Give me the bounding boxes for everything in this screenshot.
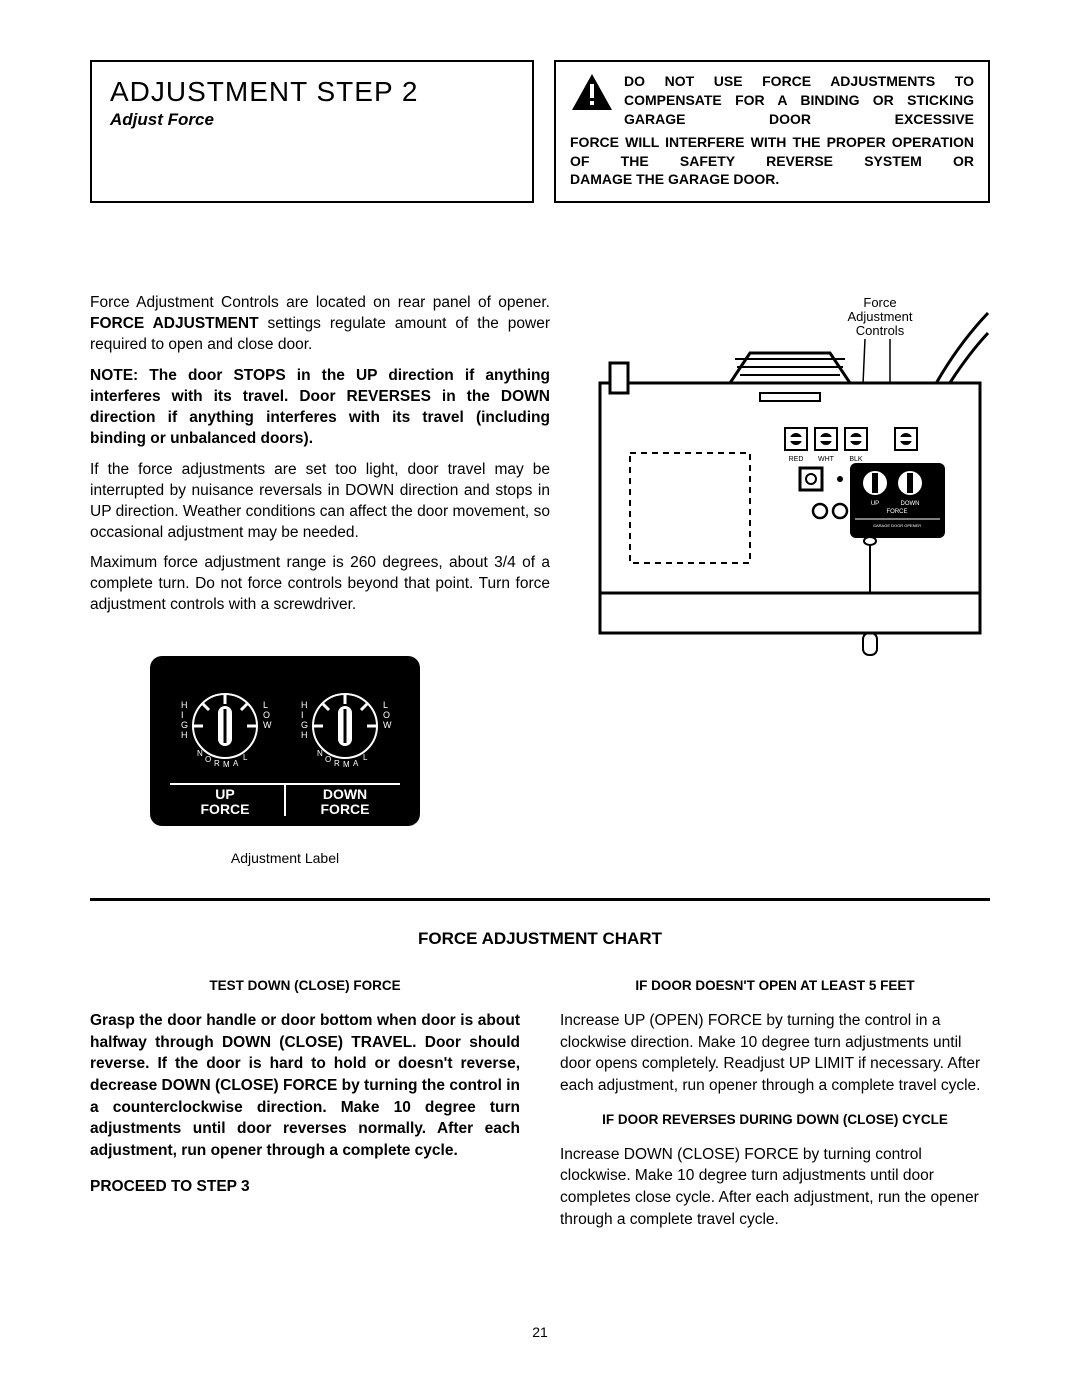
body-p1: Force Adjustment Controls are located on…: [90, 293, 550, 356]
svg-text:H: H: [301, 730, 308, 740]
svg-text:RED: RED: [789, 456, 804, 463]
svg-text:I: I: [181, 710, 184, 720]
chart-right-heading1: IF DOOR DOESN'T OPEN AT LEAST 5 FEET: [560, 977, 990, 996]
svg-text:W: W: [383, 720, 392, 730]
svg-text:N: N: [317, 749, 323, 758]
chart-left: TEST DOWN (CLOSE) FORCE Grasp the door h…: [90, 977, 520, 1244]
warning-text-3: DAMAGE THE GARAGE DOOR.: [570, 170, 974, 189]
svg-text:O: O: [383, 710, 390, 720]
svg-text:H: H: [301, 700, 308, 710]
diagram-caption: Adjustment Label: [150, 849, 420, 868]
svg-text:R: R: [214, 759, 220, 768]
chart-right-heading2: IF DOOR REVERSES DURING DOWN (CLOSE) CYC…: [560, 1111, 990, 1130]
svg-text:Adjustment: Adjustment: [847, 309, 912, 324]
svg-text:A: A: [233, 759, 239, 768]
step-title: ADJUSTMENT STEP 2: [110, 76, 514, 108]
svg-text:UP: UP: [871, 501, 879, 507]
svg-text:G: G: [301, 720, 308, 730]
svg-text:UP: UP: [215, 786, 234, 802]
diagram-label-1: Force: [863, 295, 896, 310]
svg-text:FORCE: FORCE: [201, 801, 250, 817]
warning-icon: [570, 72, 614, 117]
body-note: NOTE: The door STOPS in the UP direction…: [90, 366, 550, 450]
svg-text:BLK: BLK: [849, 456, 863, 463]
svg-text:N: N: [197, 749, 203, 758]
step-subtitle: Adjust Force: [110, 110, 514, 130]
header-row: ADJUSTMENT STEP 2 Adjust Force DO NOT US…: [90, 60, 990, 203]
svg-text:DOWN: DOWN: [901, 501, 920, 507]
svg-text:L: L: [243, 753, 248, 762]
body-text: Force Adjustment Controls are located on…: [90, 293, 550, 868]
svg-text:H: H: [181, 730, 188, 740]
proceed-text: PROCEED TO STEP 3: [90, 1176, 520, 1198]
svg-text:L: L: [383, 700, 388, 710]
svg-text:M: M: [343, 760, 350, 769]
svg-text:W: W: [263, 720, 272, 730]
chart-columns: TEST DOWN (CLOSE) FORCE Grasp the door h…: [90, 977, 990, 1244]
svg-text:G: G: [181, 720, 188, 730]
svg-text:GARAGE DOOR OPENER: GARAGE DOOR OPENER: [873, 523, 921, 528]
svg-text:L: L: [363, 753, 368, 762]
divider: [90, 898, 990, 901]
chart-left-body: Grasp the door handle or door bottom whe…: [90, 1010, 520, 1162]
svg-text:WHT: WHT: [818, 456, 835, 463]
page-number: 21: [90, 1324, 990, 1340]
svg-text:O: O: [263, 710, 270, 720]
svg-text:O: O: [325, 755, 331, 764]
svg-text:H: H: [181, 700, 188, 710]
opener-diagram: Force Adjustment Controls: [590, 293, 990, 868]
svg-text:FORCE: FORCE: [321, 801, 370, 817]
svg-text:DOWN: DOWN: [323, 786, 367, 802]
chart-right-body1: Increase UP (OPEN) FORCE by turning the …: [560, 1010, 990, 1097]
svg-text:I: I: [301, 710, 304, 720]
warning-text-1: DO NOT USE FORCE ADJUSTMENTS TO COMPENSA…: [624, 72, 974, 129]
svg-text:Controls: Controls: [856, 323, 905, 338]
svg-text:L: L: [263, 700, 268, 710]
content-row: Force Adjustment Controls are located on…: [90, 293, 990, 868]
svg-text:M: M: [223, 760, 230, 769]
body-p3: If the force adjustments are set too lig…: [90, 460, 550, 544]
chart-title: FORCE ADJUSTMENT CHART: [90, 929, 990, 949]
body-p4: Maximum force adjustment range is 260 de…: [90, 553, 550, 616]
chart-left-heading: TEST DOWN (CLOSE) FORCE: [90, 977, 520, 996]
svg-text:FORCE: FORCE: [887, 509, 908, 515]
warning-box: DO NOT USE FORCE ADJUSTMENTS TO COMPENSA…: [554, 60, 990, 203]
title-box: ADJUSTMENT STEP 2 Adjust Force: [90, 60, 534, 203]
adjustment-label-diagram: H I G H L O W N O R M A L: [150, 656, 420, 868]
chart-right-body2: Increase DOWN (CLOSE) FORCE by turning c…: [560, 1144, 990, 1231]
chart-right: IF DOOR DOESN'T OPEN AT LEAST 5 FEET Inc…: [560, 977, 990, 1244]
svg-text:O: O: [205, 755, 211, 764]
svg-text:A: A: [353, 759, 359, 768]
svg-text:R: R: [334, 759, 340, 768]
warning-text-2: FORCE WILL INTERFERE WITH THE PROPER OPE…: [570, 133, 974, 171]
